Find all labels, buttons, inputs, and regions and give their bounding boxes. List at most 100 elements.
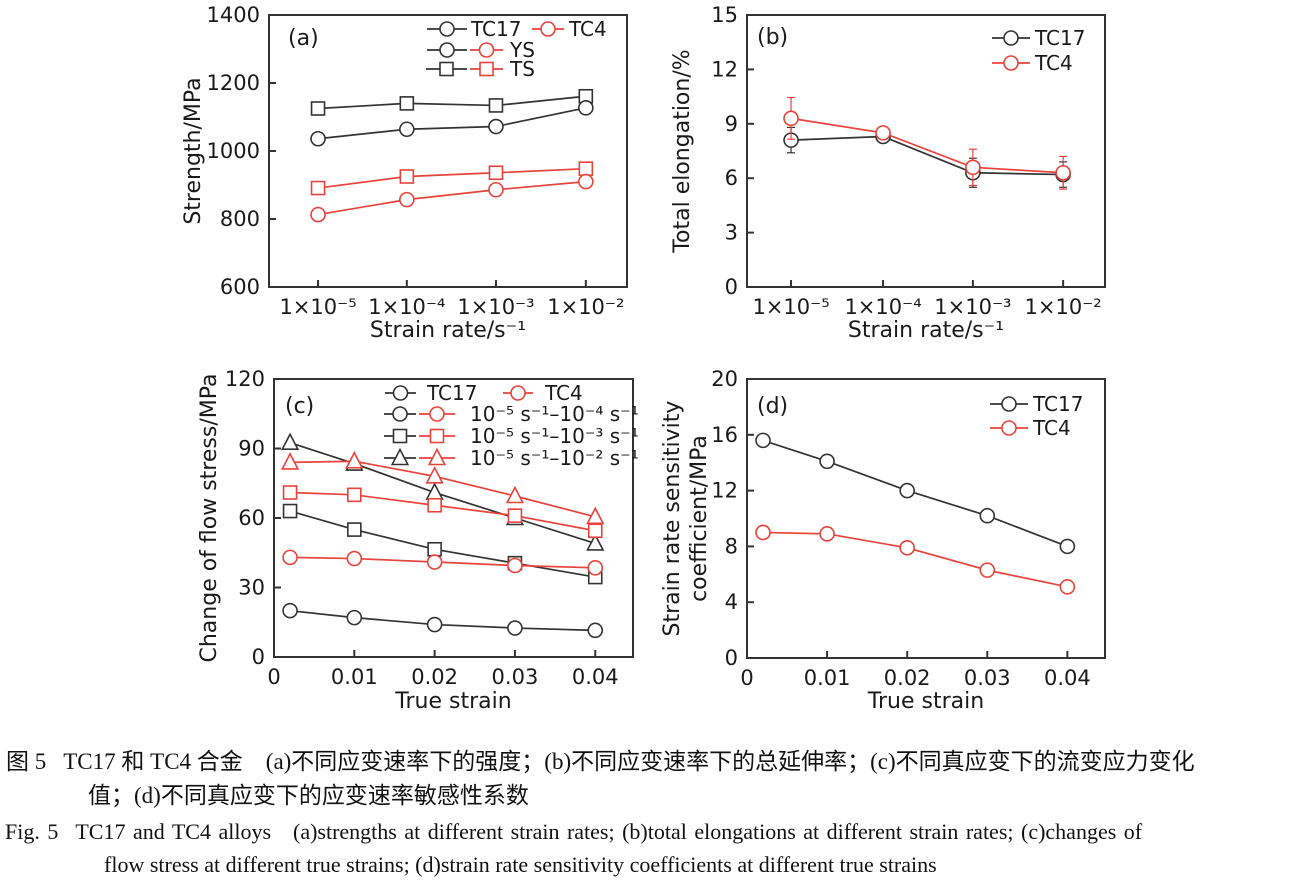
y-tick-label: 12 bbox=[711, 57, 738, 81]
legend-row-c: 10⁻⁵ s⁻¹–10⁻² s⁻¹ bbox=[384, 446, 639, 470]
series-c bbox=[282, 485, 603, 539]
caption-en-line1: Fig. 5 TC17 and TC4 alloys (a)strengths a… bbox=[5, 819, 1142, 845]
x-axis-title-a: Strain rate/s⁻¹ bbox=[370, 318, 526, 343]
legend-label: TC4 bbox=[544, 381, 583, 405]
caption-en-line1-text: TC17 and TC4 alloys (a)strengths at diff… bbox=[75, 819, 1143, 844]
panel-tag-c: (c) bbox=[285, 394, 314, 419]
x-tick-label: 0.03 bbox=[492, 665, 539, 689]
x-tick-label: 1×10⁻³ bbox=[934, 295, 1011, 319]
caption-en-figure-label: Fig. 5 bbox=[5, 819, 59, 844]
panel-c: 0 30 60 90 120 0 0.01 0.02 0.03 0.04 True strain Ch… bbox=[197, 367, 639, 714]
series-c bbox=[282, 549, 604, 576]
y-tick-label: 60 bbox=[238, 506, 265, 530]
legend-row-c: 10⁻⁵ s⁻¹–10⁻³ s⁻¹ bbox=[384, 424, 639, 448]
plot-box-d bbox=[746, 378, 1106, 659]
legend-row-c: 10⁻⁵ s⁻¹–10⁻⁴ s⁻¹ bbox=[384, 402, 639, 426]
legend-label: TC17 bbox=[426, 381, 477, 405]
y-tick-label: 0 bbox=[252, 645, 265, 669]
caption-zh-line1-text: TC17 和 TC4 合金 (a)不同应变速率下的强度；(b)不同应变速率下的总… bbox=[63, 749, 1195, 774]
legend-label: TC17 bbox=[1034, 26, 1085, 50]
y-tick-label: 6 bbox=[725, 166, 738, 190]
x-tick-label: 1×10⁻⁵ bbox=[279, 295, 356, 319]
x-tick-label: 0.01 bbox=[804, 666, 851, 690]
y-tick-label: 0 bbox=[725, 646, 738, 670]
legend-row-a: TS bbox=[426, 57, 535, 81]
panel-tag-a: (a) bbox=[288, 26, 319, 51]
legend-row-a: TC17 TC4 bbox=[427, 17, 607, 41]
y-tick-label: 9 bbox=[725, 112, 738, 136]
series-a bbox=[310, 100, 594, 147]
x-tick-label: 0.01 bbox=[331, 665, 378, 689]
series-a bbox=[310, 88, 594, 116]
legend-label: 10⁻⁵ s⁻¹–10⁻³ s⁻¹ bbox=[470, 424, 639, 448]
legend-label: YS bbox=[509, 38, 535, 62]
legend-label: TC4 bbox=[568, 17, 607, 41]
y-tick-label: 0 bbox=[725, 275, 738, 299]
x-tick-label: 0.04 bbox=[1044, 666, 1091, 690]
legend-label: TC4 bbox=[1034, 51, 1073, 75]
panel-b: 0 3 6 9 12 15 1×10⁻⁵ 1×10⁻⁴ 1×10⁻³ 1×10⁻² Strain r… bbox=[670, 3, 1106, 343]
legend-row-c: TC17 TC4 bbox=[385, 381, 583, 405]
y-tick-label: 30 bbox=[238, 576, 265, 600]
x-tick-label: 0 bbox=[267, 665, 280, 689]
series-d bbox=[755, 524, 1076, 595]
legend-label: 10⁻⁵ s⁻¹–10⁻⁴ s⁻¹ bbox=[470, 402, 639, 426]
series-c bbox=[282, 503, 603, 585]
x-tick-label: 1×10⁻⁵ bbox=[752, 295, 829, 319]
y-tick-label: 800 bbox=[220, 207, 260, 231]
plot-box-b bbox=[746, 14, 1106, 288]
y-tick-label: 16 bbox=[711, 423, 738, 447]
x-tick-label: 0.02 bbox=[411, 665, 458, 689]
series-d bbox=[755, 432, 1076, 555]
y-tick-label: 1200 bbox=[207, 71, 260, 95]
y-tick-label: 600 bbox=[220, 275, 260, 299]
panel-tag-d: (d) bbox=[757, 394, 788, 419]
legend-row-b: TC4 bbox=[992, 51, 1073, 75]
caption-zh-figure-label: 图 5 bbox=[6, 749, 47, 774]
x-tick-label: 0.04 bbox=[572, 665, 619, 689]
legend-row-d: TC4 bbox=[990, 416, 1071, 440]
y-tick-label: 4 bbox=[725, 590, 738, 614]
legend-row-d: TC17 bbox=[990, 392, 1083, 416]
y-tick-label: 8 bbox=[725, 534, 738, 558]
x-tick-label: 0.03 bbox=[964, 666, 1011, 690]
y-axis-title-c: Change of flow stress/MPa bbox=[197, 374, 222, 663]
series-c bbox=[280, 451, 605, 525]
x-tick-label: 1×10⁻² bbox=[1025, 295, 1102, 319]
y-tick-label: 1000 bbox=[207, 139, 260, 163]
x-tick-label: 1×10⁻² bbox=[547, 295, 624, 319]
series-b bbox=[783, 126, 1071, 188]
x-axis-title-c: True strain bbox=[394, 689, 511, 714]
y-tick-label: 15 bbox=[711, 3, 738, 27]
caption-zh-line2: 值；(d)不同真应变下的应变速率敏感性系数 bbox=[88, 783, 529, 808]
y-axis-title-d: Strain rate sensitivity bbox=[660, 401, 685, 637]
x-tick-label: 0 bbox=[740, 666, 753, 690]
series-a bbox=[310, 161, 594, 196]
legend-label: TS bbox=[509, 57, 535, 81]
legend-row-a: YS bbox=[427, 38, 535, 62]
caption-zh-line1: 图 5 TC17 和 TC4 合金 (a)不同应变速率下的强度；(b)不同应变速率… bbox=[6, 742, 1195, 776]
panel-tag-b: (b) bbox=[757, 25, 788, 50]
x-axis-title-b: Strain rate/s⁻¹ bbox=[848, 318, 1004, 343]
y-tick-label: 12 bbox=[711, 479, 738, 503]
legend-label: TC17 bbox=[1032, 392, 1083, 416]
series-a bbox=[310, 173, 594, 223]
y-tick-label: 90 bbox=[238, 437, 265, 461]
y-tick-label: 20 bbox=[711, 367, 738, 391]
legend-label: TC17 bbox=[470, 17, 521, 41]
legend-row-b: TC17 bbox=[992, 26, 1085, 50]
x-tick-label: 1×10⁻⁴ bbox=[844, 295, 921, 319]
y-tick-label: 120 bbox=[225, 367, 265, 391]
series-b bbox=[783, 96, 1071, 190]
y-axis-title-a: Strength/MPa bbox=[181, 77, 206, 224]
x-tick-label: 1×10⁻³ bbox=[457, 295, 534, 319]
y-axis-title-b: Total elongation/% bbox=[670, 49, 695, 253]
y-tick-label: 1400 bbox=[207, 3, 260, 27]
caption-en-line2: flow stress at different true strains; (… bbox=[104, 852, 937, 877]
series-c bbox=[282, 602, 604, 639]
legend-label: 10⁻⁵ s⁻¹–10⁻² s⁻¹ bbox=[470, 446, 639, 470]
x-tick-label: 0.02 bbox=[884, 666, 931, 690]
y-tick-label: 3 bbox=[725, 221, 738, 245]
